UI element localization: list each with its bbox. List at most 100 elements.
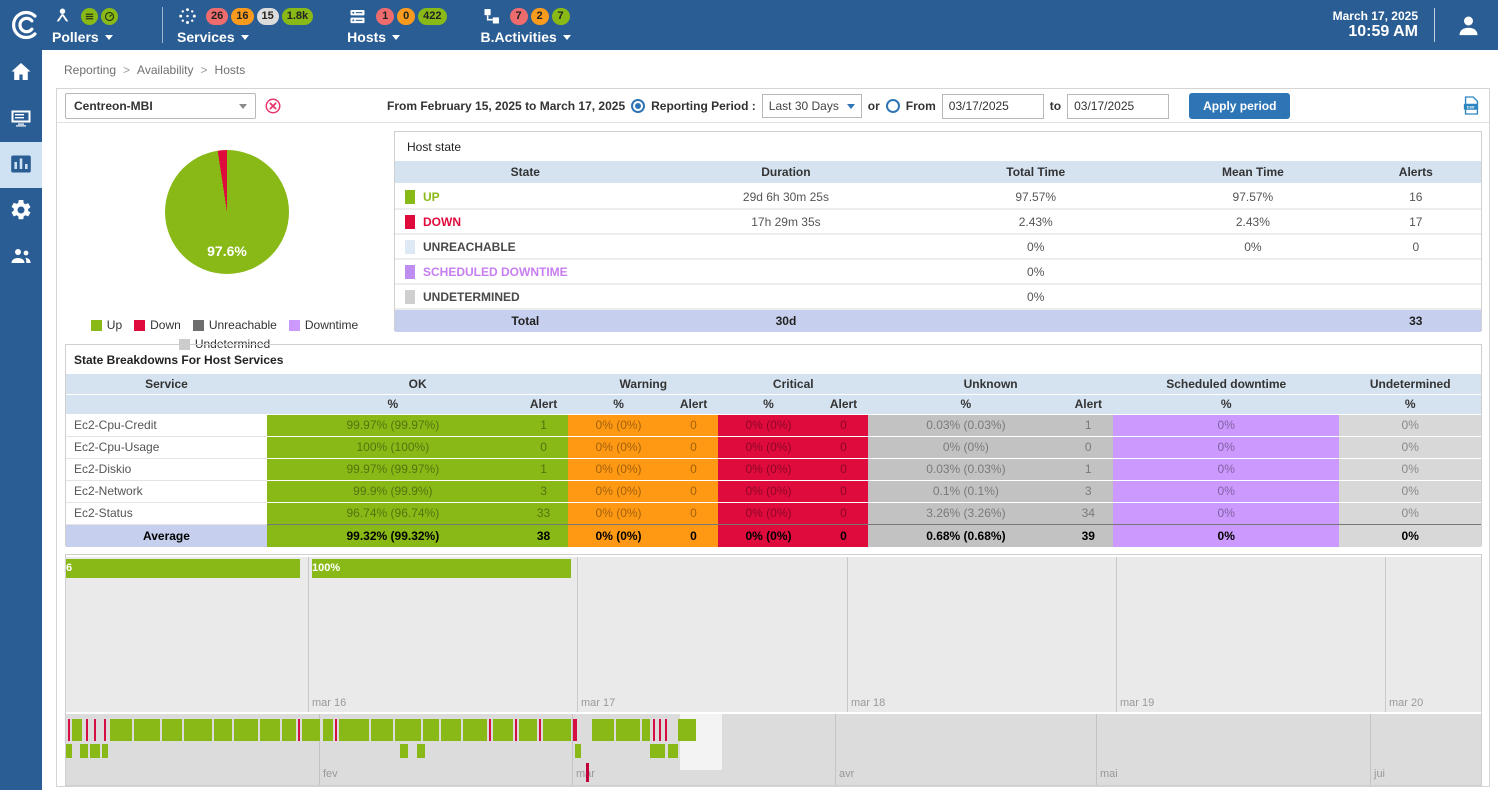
crit-pct-cell: 0% (0%) [718,480,818,502]
duration-value [656,259,917,284]
period-select[interactable]: Last 30 Days [762,94,862,118]
down-segment [104,719,106,741]
secondary-segment [668,744,678,758]
ok-alert-cell: 1 [519,458,569,480]
group-header-unknown: Unknown [868,374,1113,394]
state-swatch [405,265,415,279]
column-header: Total Time [916,161,1155,184]
ok-segment [323,719,333,741]
filter-bar: Centreon-MBI From February 15, 2025 to M… [57,89,1489,123]
state-cell: UNREACHABLE [395,234,656,259]
crit-pct-cell: 0% (0%) [718,414,818,436]
down-segment [653,719,655,741]
ok-segment [493,719,513,741]
breakdown-group-header-row: ServiceOKWarningCriticalUnknownScheduled… [66,374,1481,394]
undet-pct-cell: 0% [1339,458,1481,480]
empty-header [66,394,267,414]
from-date-input[interactable] [942,94,1044,119]
breadcrumb-availability[interactable]: Availability [137,63,193,77]
people-icon [9,244,33,271]
sub-header: Alert [669,394,719,414]
to-date-input[interactable] [1067,94,1169,119]
sched-pct-cell: 0% [1113,480,1339,502]
breakdown-row-ec2-status: Ec2-Status96.74% (96.74%)330% (0%)00% (0… [66,502,1481,524]
group-header-undetermined: Undetermined [1339,374,1481,394]
secondary-segment [102,744,108,758]
secondary-segment [400,744,408,758]
nav-menu-label: Pollers [52,29,99,45]
mean-time-value: 0% [1155,234,1350,259]
day-label: mar 20 [1389,697,1423,709]
ok-segment [184,719,212,741]
sched-pct-cell: 0% [1113,458,1339,480]
legend-label: Downtime [305,317,358,334]
nav-menu-hosts[interactable]: 10422Hosts [347,5,446,45]
apply-period-button[interactable]: Apply period [1189,93,1290,119]
status-badge-green: 422 [418,8,446,25]
custom-period-radio[interactable] [886,99,900,113]
breadcrumb-hosts[interactable]: Hosts [215,63,246,77]
reporting-period-radio[interactable] [631,99,645,113]
nav-menu-services[interactable]: 2616151.8kServices [177,5,313,45]
ok-segment [678,719,696,741]
crit-pct-cell: 0% (0%) [718,458,818,480]
crit-alert-cell: 0 [819,436,869,458]
clear-selection-icon[interactable] [264,97,282,118]
nav-menu-label: Services [177,29,235,45]
sidebar-item-configuration[interactable] [0,188,42,234]
crit-alert-cell: 0 [819,414,869,436]
csv-export-icon[interactable]: csv [1463,96,1480,118]
breakdown-table: ServiceOKWarningCriticalUnknownScheduled… [66,374,1481,547]
month-label: jui [1374,768,1385,780]
sidebar-item-monitoring[interactable] [0,96,42,142]
ok-segment [642,719,650,741]
sidebar [0,50,42,790]
group-header-scheduled-downtime: Scheduled downtime [1113,374,1339,394]
ok-pct-cell: 99.97% (99.97%) [267,414,519,436]
down-segment [86,719,88,741]
ok-segment [339,719,369,741]
nav-menu-pollers[interactable]: Pollers [52,5,118,45]
legend-label: Unreachable [209,317,277,334]
group-header-critical: Critical [718,374,868,394]
report-panel: Centreon-MBI From February 15, 2025 to M… [56,88,1490,787]
total-time-value: 97.57% [916,184,1155,209]
availability-pie-zone: 97.6% UpDownUnreachableDowntimeUndetermi… [57,125,392,363]
status-badge-orange: 0 [397,8,415,25]
state-swatch [405,190,415,204]
unk-pct-cell: 0% (0%) [868,436,1063,458]
mean-time-value: 2.43% [1155,209,1350,234]
ok-pct-cell: 99.9% (99.9%) [267,480,519,502]
ok-segment [371,719,393,741]
app-root: Pollers2616151.8kServices10422Hosts727B.… [0,0,1498,790]
warn-alert-cell: 0 [669,502,719,524]
status-badge-orange: 16 [231,8,253,25]
month-tick [1370,714,1371,785]
nav-menu-b-activities[interactable]: 727B.Activities [481,5,571,45]
user-icon[interactable] [1455,12,1482,39]
sidebar-item-administration[interactable] [0,234,42,280]
ok-segment [423,719,439,741]
availability-bar: 6 [66,559,300,578]
undet-pct-cell: 0% [1339,480,1481,502]
group-header-service: Service [66,374,267,394]
column-header: Alerts [1351,161,1481,184]
timeline-box: mar 16mar 17mar 18mar 19mar 206100% fevm… [65,554,1482,786]
sidebar-item-reporting[interactable] [0,142,42,188]
legend-item-up: Up [91,317,122,334]
average-unk-alert: 39 [1064,524,1114,547]
total-alerts: 33 [1351,309,1481,332]
centreon-logo[interactable] [0,9,52,41]
unk-pct-cell: 3.26% (3.26%) [868,502,1063,524]
host-select[interactable]: Centreon-MBI [65,93,256,119]
sidebar-item-home[interactable] [0,50,42,96]
monitoring-icon [9,106,33,133]
ok-alert-cell: 0 [519,436,569,458]
total-total-time [916,309,1155,332]
breadcrumb-reporting[interactable]: Reporting [64,63,116,77]
sub-header: Alert [819,394,869,414]
current-time: 10:59 AM [1333,23,1418,41]
legend-label: Up [107,317,122,334]
pollers-icon [52,6,73,27]
unk-alert-cell: 1 [1064,458,1114,480]
